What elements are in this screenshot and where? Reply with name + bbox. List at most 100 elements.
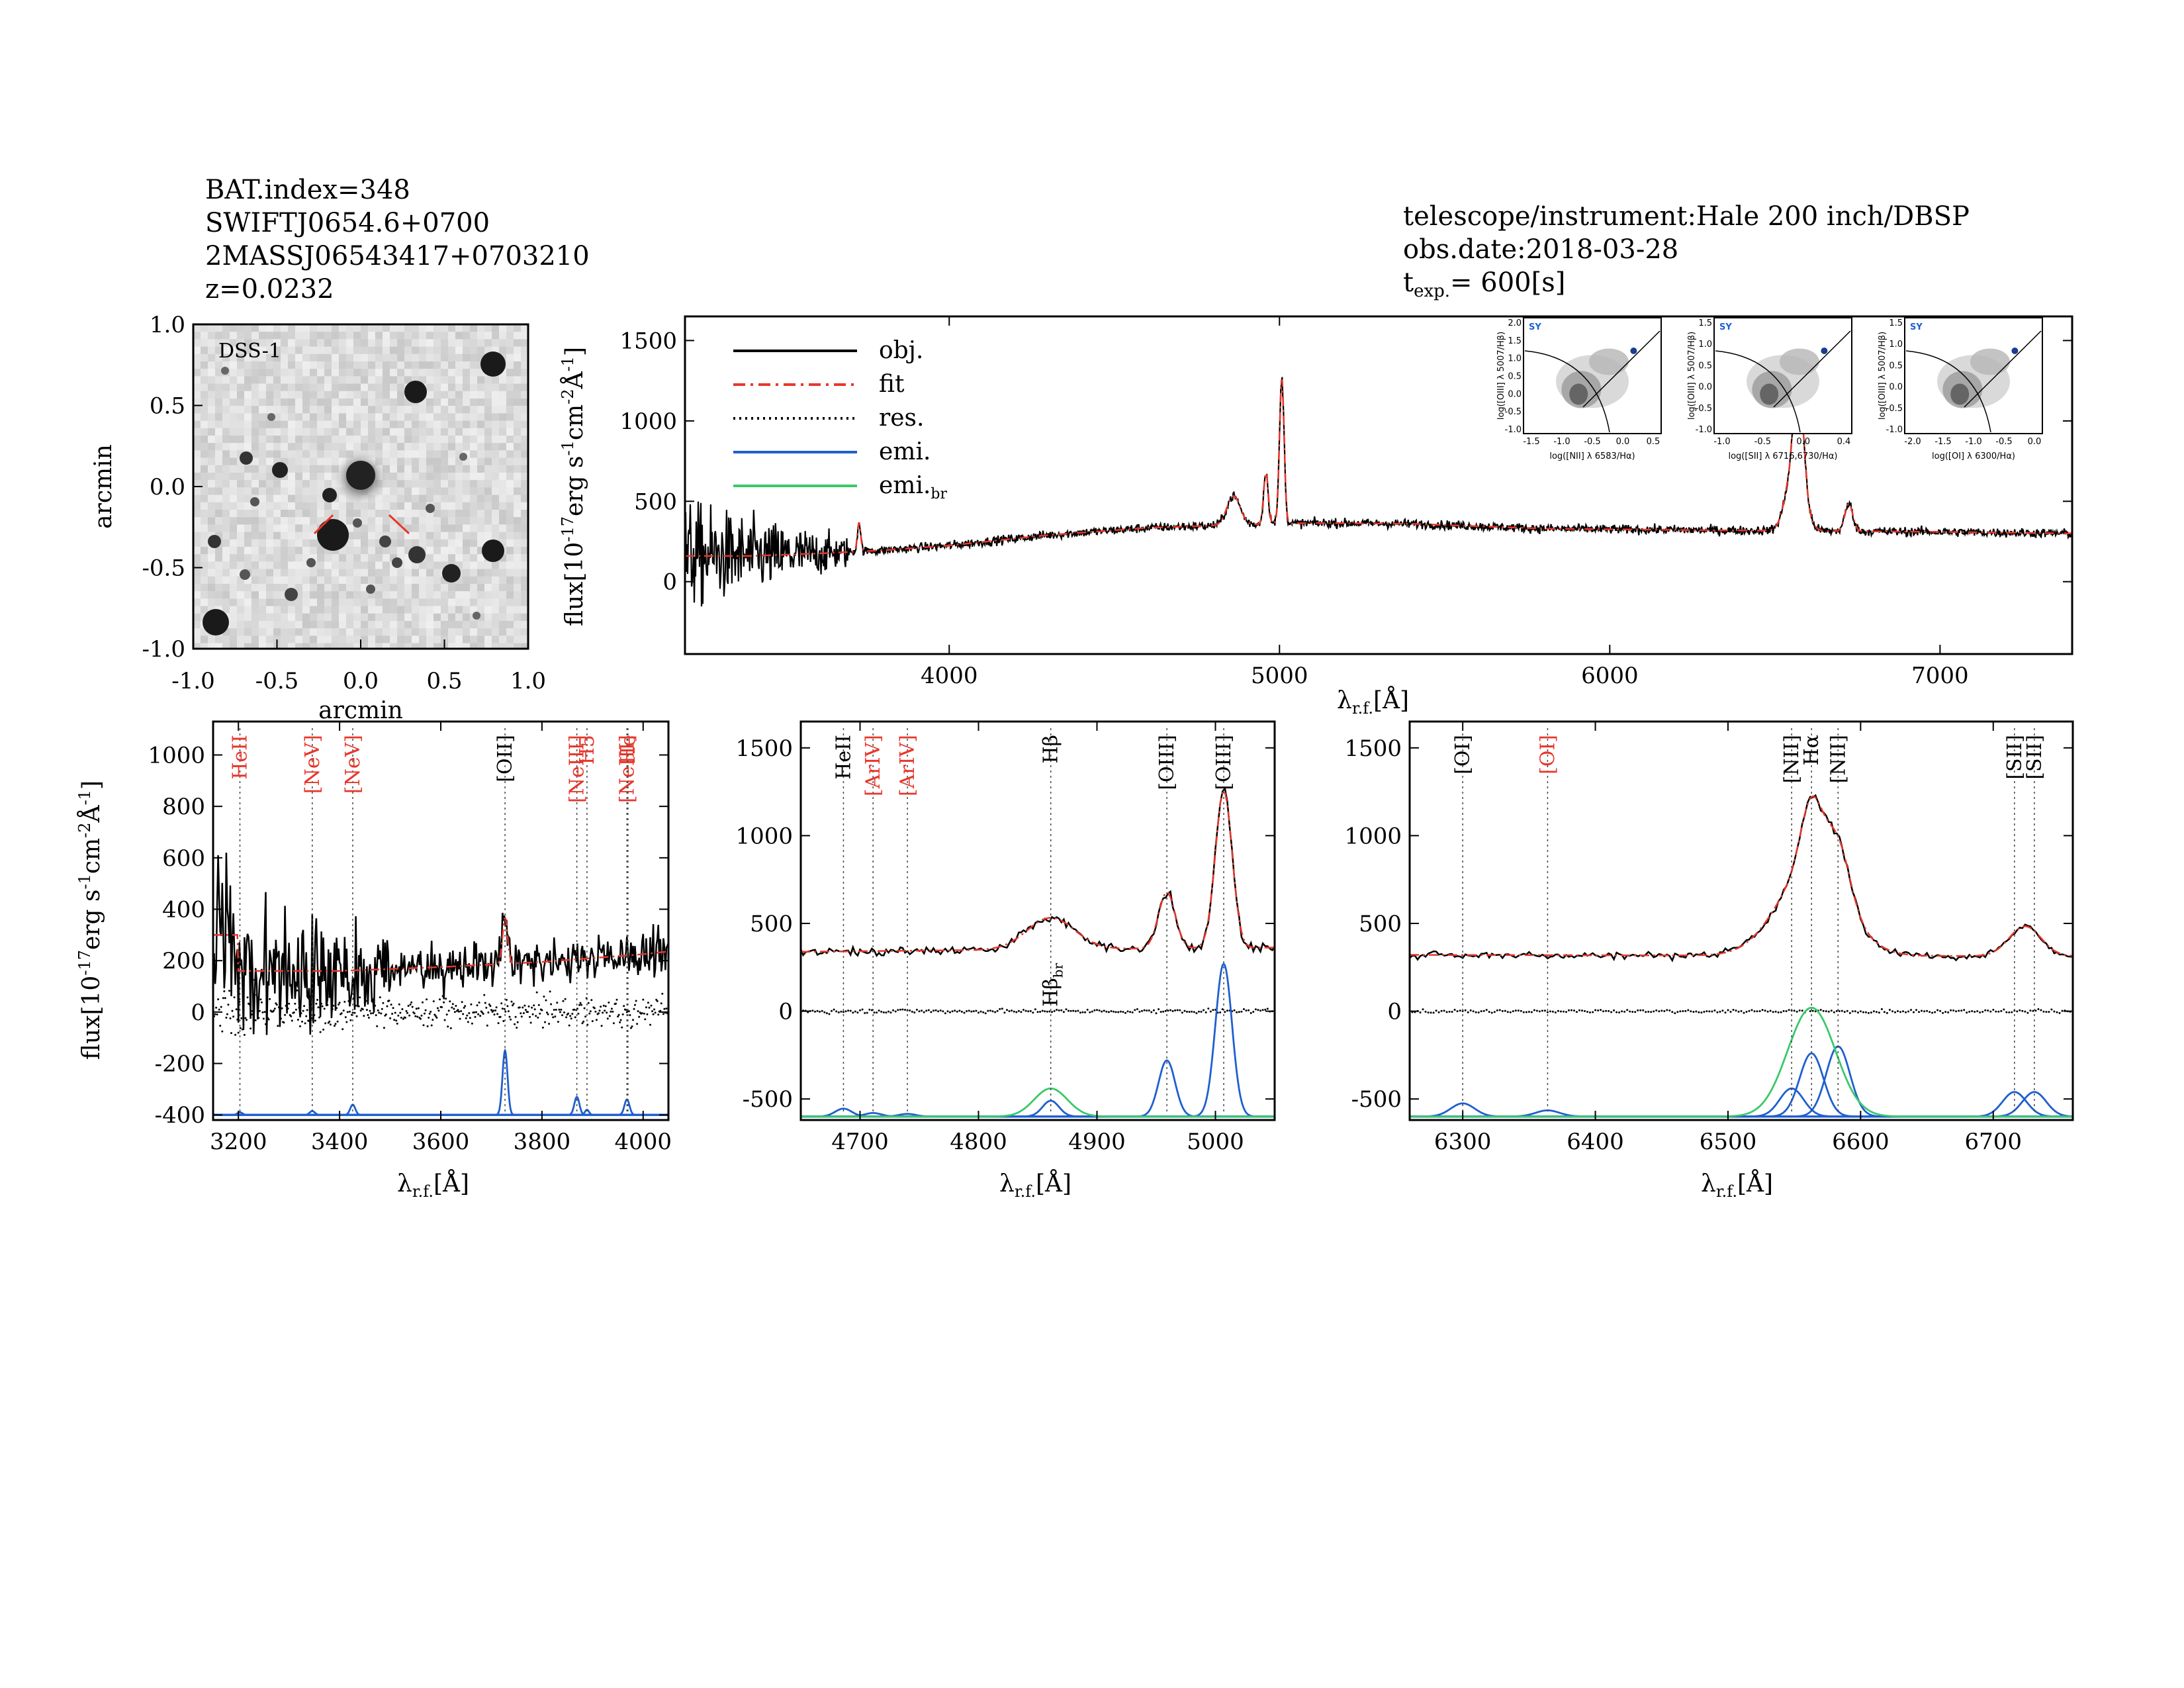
- residual-point: [650, 1004, 653, 1007]
- noise-pixel: [412, 369, 419, 377]
- noise-pixel: [295, 613, 302, 621]
- noise-pixel: [441, 399, 448, 406]
- noise-pixel: [397, 457, 404, 465]
- noise-pixel: [492, 391, 499, 399]
- noise-pixel: [470, 465, 477, 473]
- residual-point: [951, 1010, 954, 1013]
- noise-pixel: [433, 502, 441, 510]
- noise-pixel: [514, 621, 521, 629]
- residual-point: [317, 1006, 320, 1009]
- y-tick-label: 500: [634, 489, 677, 515]
- residual-point: [648, 1006, 651, 1009]
- noise-pixel: [492, 487, 499, 495]
- residual-point: [657, 1013, 660, 1016]
- noise-pixel: [477, 510, 484, 518]
- residual-point: [469, 1017, 471, 1019]
- noise-pixel: [361, 346, 368, 354]
- noise-pixel: [295, 369, 302, 377]
- noise-pixel: [419, 428, 426, 436]
- noise-pixel: [514, 391, 521, 399]
- x-tick-label: 0.5: [426, 668, 462, 694]
- residual-point: [415, 1008, 418, 1010]
- residual-point: [584, 1015, 587, 1018]
- noise-pixel: [332, 554, 339, 562]
- density-cloud: [1588, 348, 1629, 375]
- noise-pixel: [222, 436, 230, 444]
- noise-pixel: [433, 457, 441, 465]
- residual-point: [598, 1009, 601, 1012]
- residual-point: [1514, 1009, 1517, 1012]
- noise-pixel: [208, 450, 215, 458]
- noise-pixel: [375, 450, 383, 458]
- noise-pixel: [412, 598, 419, 606]
- noise-pixel: [317, 628, 324, 636]
- residual-point: [2032, 1009, 2034, 1012]
- residual-point: [234, 1033, 237, 1036]
- noise-pixel: [477, 473, 484, 481]
- noise-pixel: [222, 353, 230, 361]
- noise-pixel: [259, 494, 266, 502]
- noise-pixel: [484, 606, 492, 614]
- noise-pixel: [230, 369, 237, 377]
- residual-point: [1811, 1009, 1814, 1012]
- noise-pixel: [302, 346, 310, 354]
- residual-point: [1926, 1009, 1929, 1012]
- residual-point: [1209, 1010, 1212, 1013]
- residual-point: [911, 1010, 913, 1013]
- residual-point: [464, 1005, 467, 1008]
- noise-pixel: [433, 539, 441, 547]
- noise-pixel: [404, 399, 412, 406]
- residual-point: [1422, 1008, 1424, 1011]
- noise-pixel: [237, 517, 244, 525]
- noise-pixel: [215, 369, 222, 377]
- noise-pixel: [470, 561, 477, 569]
- noise-pixel: [455, 561, 463, 569]
- noise-pixel: [397, 569, 404, 577]
- residual-point: [956, 1010, 958, 1013]
- residual-point: [367, 1013, 369, 1016]
- noise-pixel: [499, 606, 506, 614]
- header-left: BAT.index=348 SWIFTJ0654.6+0700 2MASSJ06…: [205, 175, 590, 305]
- noise-pixel: [477, 576, 484, 584]
- residual-point: [417, 1007, 420, 1009]
- residual-point: [273, 1008, 276, 1010]
- noise-pixel: [514, 353, 521, 361]
- residual-point: [306, 1009, 308, 1011]
- residual-point: [304, 1022, 306, 1025]
- noise-pixel: [302, 361, 310, 369]
- noise-pixel: [426, 361, 433, 369]
- noise-pixel: [215, 494, 222, 502]
- noise-pixel: [470, 473, 477, 481]
- legend-label: emi.: [879, 438, 931, 465]
- residual-point: [441, 1006, 443, 1008]
- noise-pixel: [281, 376, 288, 384]
- residual-point: [524, 1009, 527, 1011]
- noise-pixel: [259, 487, 266, 495]
- noise-pixel: [463, 554, 470, 562]
- residual-point: [1224, 1011, 1226, 1013]
- noise-pixel: [441, 346, 448, 354]
- noise-pixel: [302, 443, 310, 451]
- noise-pixel: [375, 443, 383, 451]
- noise-pixel: [237, 539, 244, 547]
- noise-pixel: [426, 635, 433, 643]
- noise-pixel: [273, 524, 281, 532]
- noise-pixel: [455, 346, 463, 354]
- noise-pixel: [521, 383, 528, 391]
- residual-point: [365, 1009, 368, 1011]
- noise-pixel: [404, 480, 412, 488]
- residual-point: [901, 1008, 904, 1011]
- residual-point: [1240, 1010, 1243, 1013]
- residual-point: [1719, 1010, 1721, 1013]
- noise-pixel: [266, 591, 273, 599]
- noise-pixel: [368, 399, 375, 406]
- noise-pixel: [390, 361, 397, 369]
- noise-pixel: [208, 399, 215, 406]
- noise-pixel: [419, 576, 426, 584]
- residual-point: [1435, 1009, 1437, 1012]
- residual-point: [302, 1009, 304, 1012]
- residual-point: [294, 1002, 296, 1005]
- x-tick-label: 4700: [831, 1129, 889, 1155]
- noise-pixel: [302, 428, 310, 436]
- noise-pixel: [295, 487, 302, 495]
